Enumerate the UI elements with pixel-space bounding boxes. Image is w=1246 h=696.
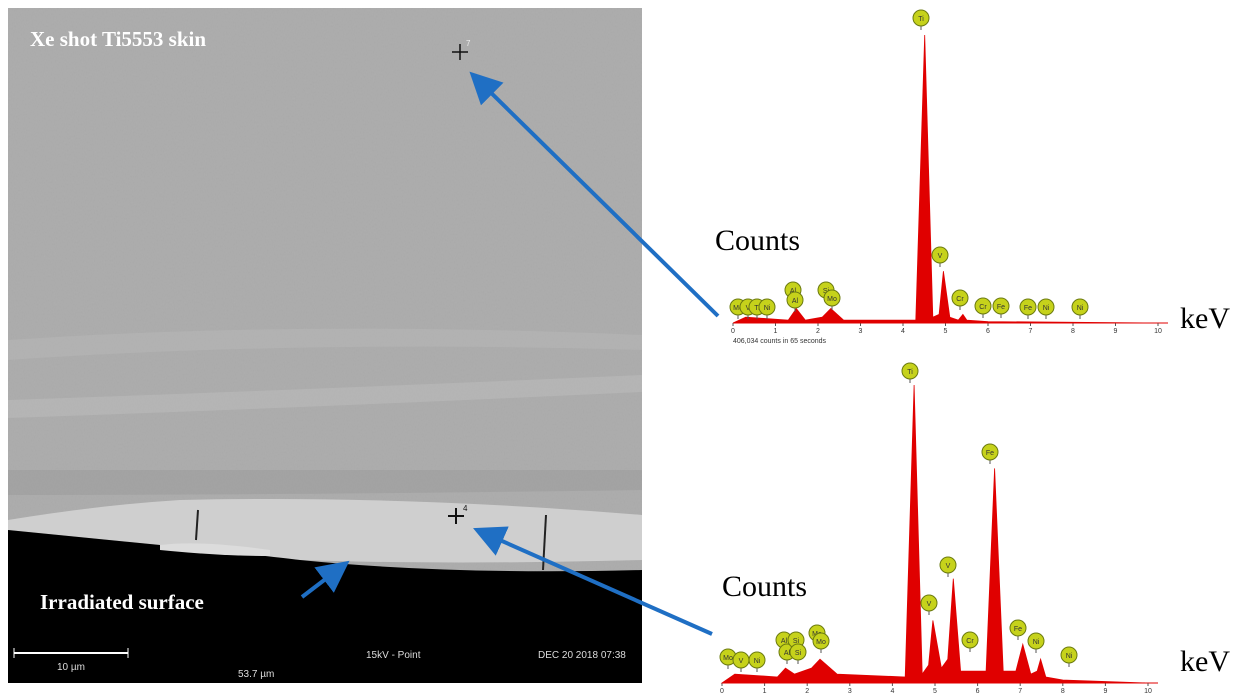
caption: 406,034 counts in 65 seconds — [733, 338, 827, 345]
x-tick-label: 0 — [720, 688, 724, 695]
image-title: Xe shot Ti5553 skin — [30, 27, 206, 51]
element-label: Fe — [986, 450, 994, 457]
figure: Xe shot Ti5553 skin 7 4 Irradiated surfa… — [0, 0, 1246, 696]
element-label: Mo — [723, 655, 733, 662]
y-axis-label: Counts — [715, 224, 800, 257]
x-tick-label: 9 — [1103, 688, 1107, 695]
x-axis-label: keV — [1180, 302, 1230, 335]
x-tick-label: 7 — [1018, 688, 1022, 695]
x-tick-label: 1 — [763, 688, 767, 695]
x-tick-label: 10 — [1154, 328, 1162, 335]
point-label: 7 — [466, 39, 471, 48]
element-label: Al — [784, 650, 791, 657]
x-tick-label: 5 — [933, 688, 937, 695]
element-label: Ni — [1033, 639, 1040, 646]
x-tick-label: 8 — [1061, 688, 1065, 695]
element-label: Cr — [956, 296, 964, 303]
x-tick-label: 5 — [944, 328, 948, 335]
element-label: Mo — [816, 639, 826, 646]
x-tick-label: 8 — [1071, 328, 1075, 335]
x-tick-label: 9 — [1114, 328, 1118, 335]
element-label: Fe — [1014, 626, 1022, 633]
element-label: Si — [795, 650, 802, 657]
element-label: Cr — [979, 304, 987, 311]
x-tick-label: 3 — [859, 328, 863, 335]
scale-bar-label: 10 µm — [57, 662, 85, 673]
sem-image: Xe shot Ti5553 skin 7 4 Irradiated surfa… — [8, 8, 642, 683]
x-tick-label: 4 — [901, 328, 905, 335]
element-label: Mo — [827, 296, 837, 303]
element-label: V — [946, 563, 951, 570]
page: Xe shot Ti5553 skin 7 4 Irradiated surfa… — [0, 0, 1246, 696]
x-tick-label: 3 — [848, 688, 852, 695]
element-label: Ni — [764, 305, 771, 312]
y-axis-label: Counts — [722, 570, 807, 603]
element-label: Ni — [1066, 653, 1073, 660]
element-label: Cr — [966, 638, 974, 645]
field-width: 53.7 µm — [238, 669, 274, 680]
x-axis-label: keV — [1180, 645, 1230, 678]
timestamp: DEC 20 2018 07:38 — [538, 650, 626, 661]
element-label: Ni — [1077, 305, 1084, 312]
annotation: Irradiated surface — [40, 590, 204, 614]
x-tick-label: 4 — [890, 688, 894, 695]
x-tick-label: 6 — [976, 688, 980, 695]
element-label: Fe — [997, 304, 1005, 311]
spectrum — [733, 35, 1158, 323]
element-label: Ti — [918, 16, 924, 23]
element-label: V — [938, 253, 943, 260]
mode: 15kV - Point — [366, 650, 421, 661]
x-tick-label: 1 — [774, 328, 778, 335]
x-tick-label: 2 — [805, 688, 809, 695]
element-label: Ni — [1043, 305, 1050, 312]
x-tick-label: 2 — [816, 328, 820, 335]
point-label: 4 — [463, 504, 468, 513]
x-tick-label: 10 — [1144, 688, 1152, 695]
element-label: V — [927, 601, 932, 608]
element-label: Ti — [907, 369, 913, 376]
x-tick-label: 7 — [1029, 328, 1033, 335]
x-tick-label: 6 — [986, 328, 990, 335]
element-label: Fe — [1024, 305, 1032, 312]
x-tick-label: 0 — [731, 328, 735, 335]
element-label: Ni — [754, 658, 761, 665]
element-label: V — [739, 658, 744, 665]
element-label: Al — [792, 298, 799, 305]
